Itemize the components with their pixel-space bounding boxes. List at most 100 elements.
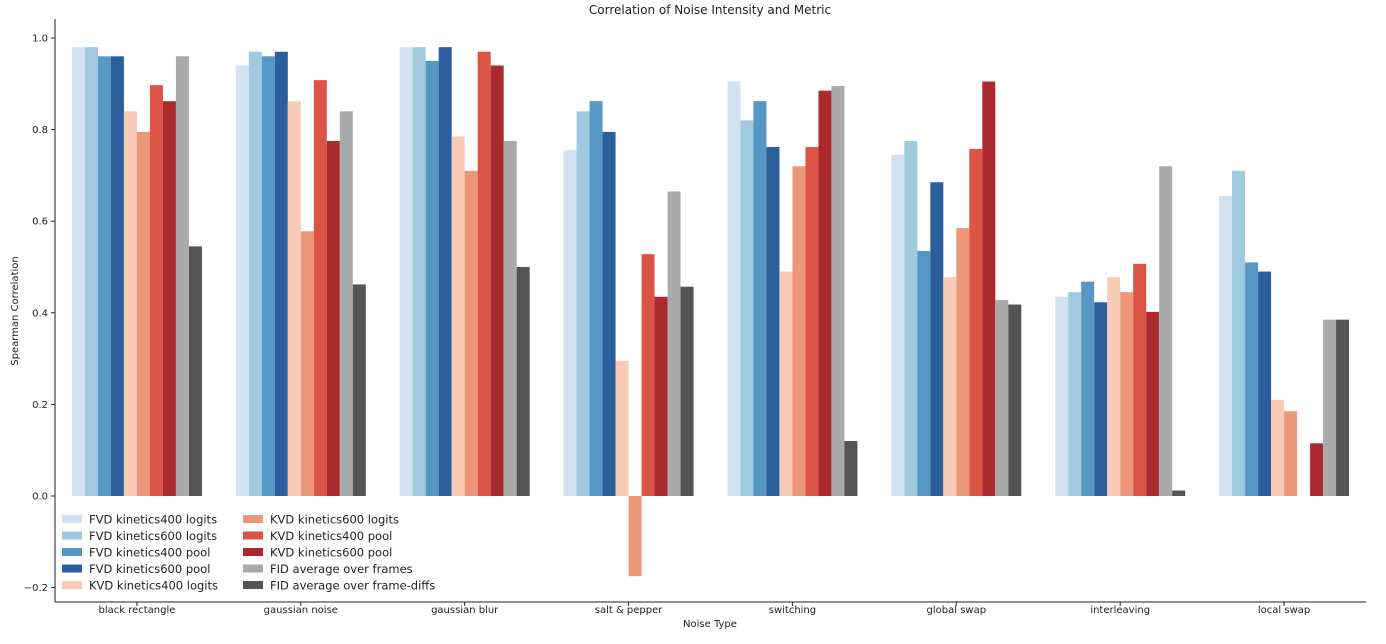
bar: [943, 277, 957, 496]
bar: [792, 166, 806, 497]
bar: [1232, 170, 1246, 496]
bar: [831, 86, 845, 496]
bar: [287, 101, 301, 496]
bar: [1258, 271, 1272, 496]
bar: [904, 141, 918, 497]
bar: [300, 231, 314, 496]
bar: [412, 47, 426, 496]
bar: [123, 111, 137, 496]
bar: [352, 284, 366, 496]
bar: [1245, 262, 1259, 496]
legend-label: KVD kinetics400 pool: [270, 529, 392, 543]
x-tick-label: gaussian noise: [264, 605, 338, 616]
bar: [1133, 263, 1147, 496]
bar: [188, 246, 202, 496]
x-axis-ticks: black rectangle gaussian noise gaussian bl…: [98, 602, 1310, 616]
bar: [1336, 319, 1350, 496]
bar: [313, 80, 327, 497]
legend: FVD kinetics400 logits FVD kinetics600 lo…: [62, 513, 435, 593]
bar: [425, 60, 439, 497]
bar: [1068, 292, 1082, 496]
legend-swatch: [243, 564, 263, 573]
bar: [680, 286, 694, 496]
bar: [464, 170, 478, 496]
bar: [451, 136, 465, 496]
chart-title: Correlation of Noise Intensity and Metri…: [589, 3, 831, 17]
legend-label: FID average over frame-diffs: [270, 579, 435, 593]
y-tick-label: 0.2: [32, 400, 48, 411]
bar: [1159, 166, 1173, 497]
legend-label: FVD kinetics600 pool: [89, 562, 210, 576]
legend-swatch: [62, 515, 82, 523]
legend-swatch: [62, 531, 82, 540]
bar: [891, 154, 905, 497]
bar: [1120, 292, 1134, 496]
bar: [326, 141, 340, 497]
x-tick-label: interleaving: [1090, 605, 1150, 616]
bar: [149, 85, 163, 496]
legend-label: FID average over frames: [270, 562, 413, 576]
bar: [995, 299, 1009, 496]
x-tick-label: global swap: [927, 605, 987, 616]
bar: [503, 141, 517, 497]
bar: [1107, 277, 1121, 496]
bar: [602, 131, 616, 496]
bar: [727, 81, 741, 496]
bar: [654, 296, 668, 496]
bar: [339, 111, 353, 496]
y-tick-label: 0.6: [32, 217, 48, 228]
bar: [477, 51, 491, 497]
bars-group: [71, 47, 1350, 577]
bar: [930, 182, 944, 496]
x-tick-label: local swap: [1258, 605, 1310, 616]
bar: [982, 81, 996, 496]
y-axis-label: Spearman Correlation: [10, 256, 21, 365]
bar: [917, 250, 931, 496]
legend-swatch: [62, 581, 82, 589]
x-tick-label: switching: [769, 605, 816, 616]
legend-swatch: [62, 564, 82, 573]
bar: [162, 101, 176, 496]
bar: [818, 90, 832, 497]
bar: [175, 56, 189, 496]
legend-label: KVD kinetics600 logits: [270, 513, 399, 527]
x-tick-label: black rectangle: [98, 605, 175, 616]
bar: [576, 111, 590, 496]
bar: [969, 148, 983, 496]
legend-swatch: [62, 548, 82, 556]
x-tick-label: gaussian blur: [431, 605, 499, 616]
bar: [1219, 196, 1233, 496]
bar: [667, 191, 681, 496]
bar: [235, 65, 249, 496]
bar: [1172, 490, 1186, 496]
bar: [248, 51, 262, 497]
bar: [641, 254, 655, 496]
y-tick-label: 0.0: [32, 492, 48, 503]
bar: [740, 120, 754, 496]
bar: [399, 47, 413, 496]
legend-swatch: [243, 515, 263, 523]
x-tick-label: salt & pepper: [595, 605, 664, 616]
bar: [956, 228, 970, 496]
x-axis-label: Noise Type: [683, 619, 737, 630]
bar: [1055, 296, 1069, 496]
bar: [1284, 411, 1298, 496]
bar: [1081, 281, 1095, 496]
bar: [1008, 304, 1022, 496]
y-tick-label: 0.4: [32, 308, 48, 319]
bar: [615, 360, 629, 496]
bar: [589, 101, 603, 496]
bar: [274, 51, 288, 497]
bar: [753, 101, 767, 496]
bar: [261, 56, 275, 496]
bar: [766, 147, 780, 496]
bar: [1323, 319, 1337, 496]
bar: [84, 47, 98, 496]
bar: [97, 56, 111, 496]
legend-label: FVD kinetics400 logits: [89, 513, 217, 527]
legend-label: KVD kinetics600 pool: [270, 546, 392, 560]
bar: [1310, 443, 1324, 496]
legend-swatch: [243, 531, 263, 540]
